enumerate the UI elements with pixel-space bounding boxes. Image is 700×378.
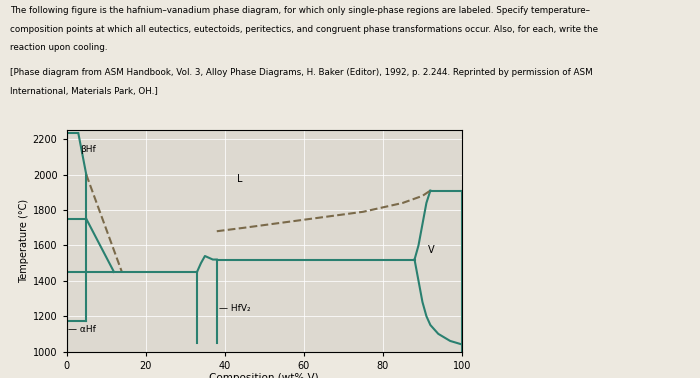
- Text: [Phase diagram from ASM Handbook, Vol. 3, Alloy Phase Diagrams, H. Baker (Editor: [Phase diagram from ASM Handbook, Vol. 3…: [10, 68, 593, 77]
- Text: V: V: [428, 245, 435, 256]
- Text: composition points at which all eutectics, eutectoids, peritectics, and congruen: composition points at which all eutectic…: [10, 25, 598, 34]
- Text: International, Materials Park, OH.]: International, Materials Park, OH.]: [10, 87, 158, 96]
- Text: — HfV₂: — HfV₂: [219, 304, 251, 313]
- Y-axis label: Temperature (°C): Temperature (°C): [19, 199, 29, 283]
- Text: The following figure is the hafnium–vanadium phase diagram, for which only singl: The following figure is the hafnium–vana…: [10, 6, 591, 15]
- X-axis label: Composition (wt% V): Composition (wt% V): [209, 373, 319, 378]
- Text: L: L: [237, 174, 242, 184]
- Text: reaction upon cooling.: reaction upon cooling.: [10, 43, 108, 53]
- Text: βHf: βHf: [80, 145, 96, 153]
- Text: — αHf: — αHf: [68, 325, 96, 334]
